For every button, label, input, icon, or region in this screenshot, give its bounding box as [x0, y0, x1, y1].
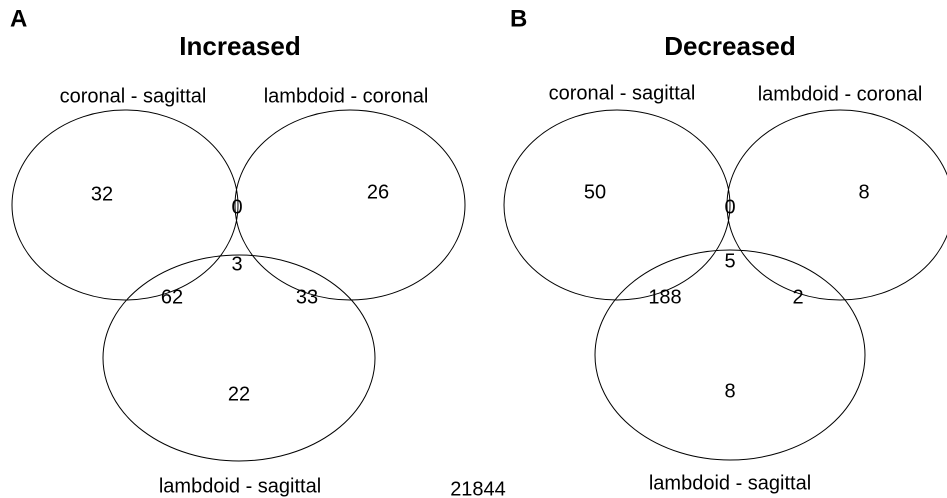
set-ellipse: [11, 109, 239, 301]
region-count: 62: [161, 286, 183, 308]
region-count: 50: [584, 181, 606, 203]
set-label: lambdoid - coronal: [758, 83, 923, 105]
region-count: 8: [858, 181, 869, 203]
footer-number: 21844: [450, 478, 506, 498]
panel-label: B: [510, 5, 527, 32]
set-ellipse: [102, 254, 376, 462]
region-count: 33: [296, 286, 318, 308]
set-label: lambdoid - sagittal: [159, 475, 321, 497]
region-count: 32: [91, 183, 113, 205]
set-label: coronal - sagittal: [549, 82, 696, 104]
set-label: lambdoid - sagittal: [649, 472, 811, 494]
region-count: 0: [724, 196, 735, 218]
region-count: 26: [367, 181, 389, 203]
set-ellipse: [234, 109, 466, 301]
set-label: coronal - sagittal: [60, 85, 207, 107]
set-ellipse: [594, 249, 866, 461]
set-label: lambdoid - coronal: [264, 85, 429, 107]
region-count: 0: [231, 196, 242, 218]
panel-title: Increased: [179, 31, 300, 61]
region-count: 188: [648, 286, 681, 308]
set-ellipse: [726, 109, 947, 301]
panel-label: A: [10, 5, 27, 32]
region-count: 22: [228, 383, 250, 405]
panel-title: Decreased: [664, 31, 796, 61]
region-count: 3: [231, 253, 242, 275]
set-ellipse: [503, 109, 731, 301]
region-count: 5: [724, 250, 735, 272]
region-count: 2: [792, 286, 803, 308]
region-count: 8: [724, 380, 735, 402]
